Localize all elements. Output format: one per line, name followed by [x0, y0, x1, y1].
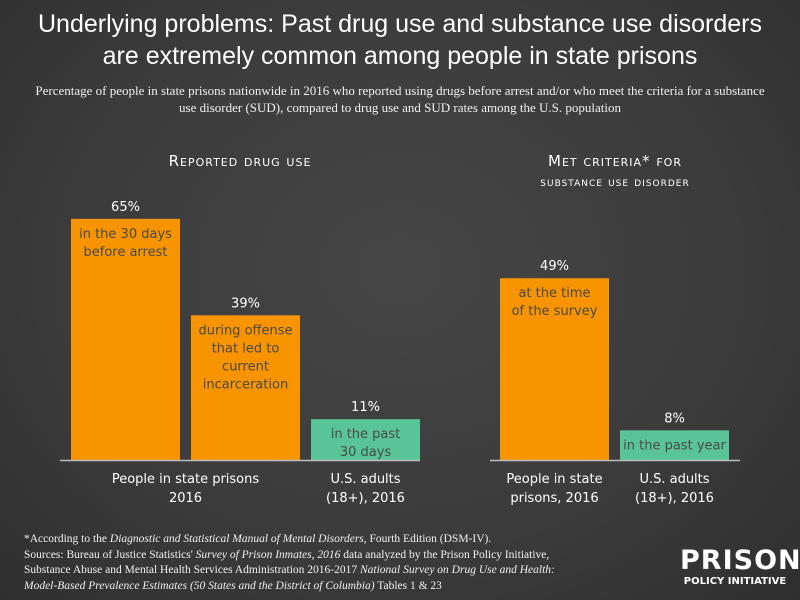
title-line-1: Underlying problems: Past drug use and s… [37, 10, 762, 38]
panel-title-sud: Met criteria* for substance use disorder [470, 150, 760, 194]
bar-us [620, 430, 729, 460]
bar-description: during offense [199, 323, 293, 338]
bar-description: 30 days [340, 445, 392, 460]
category-label: People in state prisons [112, 472, 260, 487]
category-label: (18+), 2016 [326, 491, 405, 506]
logo-line-1: PRISON [680, 545, 800, 576]
bar-prison [71, 218, 180, 460]
bar-description: at the time [518, 286, 590, 301]
logo-line-2: POLICY INITIATIVE [683, 576, 787, 587]
sources-line-3: Model-Based Prevalence Estimates (50 Sta… [24, 579, 442, 592]
bar-description: of the survey [512, 304, 598, 319]
panel-title-sud-line2: substance use disorder [540, 175, 690, 190]
bar-description: before arrest [84, 245, 168, 260]
prison-policy-initiative-logo: PRISON POLICY INITIATIVE [680, 545, 800, 588]
chart-subtitle: Percentage of people in state prisons na… [35, 83, 765, 115]
data-label: 49% [540, 259, 569, 274]
category-label: (18+), 2016 [635, 491, 714, 506]
footnote: *According to the Diagnostic and Statist… [24, 532, 674, 594]
data-label: 11% [351, 400, 380, 415]
bar-description: in the past [331, 427, 401, 442]
data-label: 65% [111, 200, 140, 215]
bar-prison [500, 278, 609, 460]
panel-title-drug-use: Reported drug use [168, 152, 312, 170]
bar-description: current [222, 359, 269, 374]
category-label: U.S. adults [330, 472, 400, 487]
bar-description: incarceration [203, 377, 288, 392]
bar-description: that led to [212, 341, 280, 356]
panel-title-sud-line1: Met criteria* for [548, 152, 682, 170]
bar-description: in the 30 days [79, 227, 172, 242]
footnote-dsm: *According to the Diagnostic and Statist… [24, 533, 492, 545]
category-label: prisons, 2016 [510, 491, 598, 506]
chart-title: Underlying problems: Past drug use and s… [0, 8, 800, 72]
title-line-2: are extremely common among people in sta… [102, 42, 698, 70]
category-label: People in state [506, 472, 602, 487]
bar-description: in the past year [623, 438, 726, 453]
sources-line-1: Sources: Bureau of Justice Statistics' S… [24, 548, 550, 561]
category-label: 2016 [169, 491, 202, 506]
data-label: 8% [664, 411, 685, 426]
bar-prison [191, 315, 300, 460]
category-label: U.S. adults [639, 472, 709, 487]
sources-line-2: Substance Abuse and Mental Health Servic… [24, 564, 555, 576]
bar-us [311, 419, 420, 460]
data-label: 39% [231, 296, 260, 311]
